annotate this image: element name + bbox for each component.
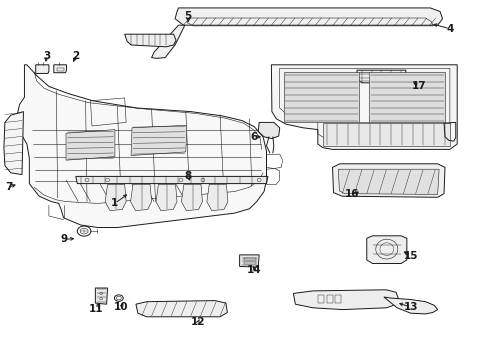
Polygon shape xyxy=(151,25,184,58)
Text: 10: 10 xyxy=(114,302,128,312)
Polygon shape xyxy=(4,112,23,175)
Polygon shape xyxy=(95,288,107,304)
Polygon shape xyxy=(105,184,126,211)
Polygon shape xyxy=(366,236,406,264)
Polygon shape xyxy=(66,130,115,160)
Text: 17: 17 xyxy=(411,81,426,91)
Text: 9: 9 xyxy=(61,234,68,244)
Text: 15: 15 xyxy=(403,251,417,261)
Text: 11: 11 xyxy=(89,303,103,314)
Bar xyxy=(57,68,63,71)
Text: 1: 1 xyxy=(111,198,118,208)
Bar xyxy=(368,72,444,122)
Polygon shape xyxy=(124,34,176,47)
Polygon shape xyxy=(136,301,227,317)
Polygon shape xyxy=(130,184,151,211)
Polygon shape xyxy=(181,184,202,211)
Polygon shape xyxy=(356,70,405,83)
Polygon shape xyxy=(175,8,442,25)
Polygon shape xyxy=(293,290,399,310)
Polygon shape xyxy=(36,65,49,73)
Polygon shape xyxy=(156,184,177,211)
Text: 8: 8 xyxy=(184,171,191,181)
Text: 13: 13 xyxy=(403,302,417,312)
Polygon shape xyxy=(383,297,437,314)
Bar xyxy=(322,123,449,146)
Polygon shape xyxy=(206,184,227,211)
Text: 14: 14 xyxy=(246,265,261,275)
Text: 16: 16 xyxy=(344,189,359,199)
Text: 6: 6 xyxy=(250,132,257,142)
Bar xyxy=(326,295,332,303)
Bar xyxy=(243,258,255,260)
Text: 3: 3 xyxy=(43,51,50,61)
Polygon shape xyxy=(332,164,444,197)
Polygon shape xyxy=(239,255,259,267)
Polygon shape xyxy=(338,169,438,194)
Text: 12: 12 xyxy=(190,317,205,327)
Polygon shape xyxy=(258,122,279,139)
Text: 5: 5 xyxy=(184,11,191,21)
Bar xyxy=(335,295,341,303)
Text: 7: 7 xyxy=(5,182,13,192)
Polygon shape xyxy=(17,65,266,228)
Bar xyxy=(283,72,359,122)
Polygon shape xyxy=(54,65,66,73)
Polygon shape xyxy=(76,176,267,184)
Bar xyxy=(317,295,323,303)
Bar xyxy=(243,262,255,264)
Polygon shape xyxy=(131,125,186,156)
Text: 4: 4 xyxy=(445,24,453,34)
Polygon shape xyxy=(271,65,456,149)
Text: 2: 2 xyxy=(72,51,79,61)
